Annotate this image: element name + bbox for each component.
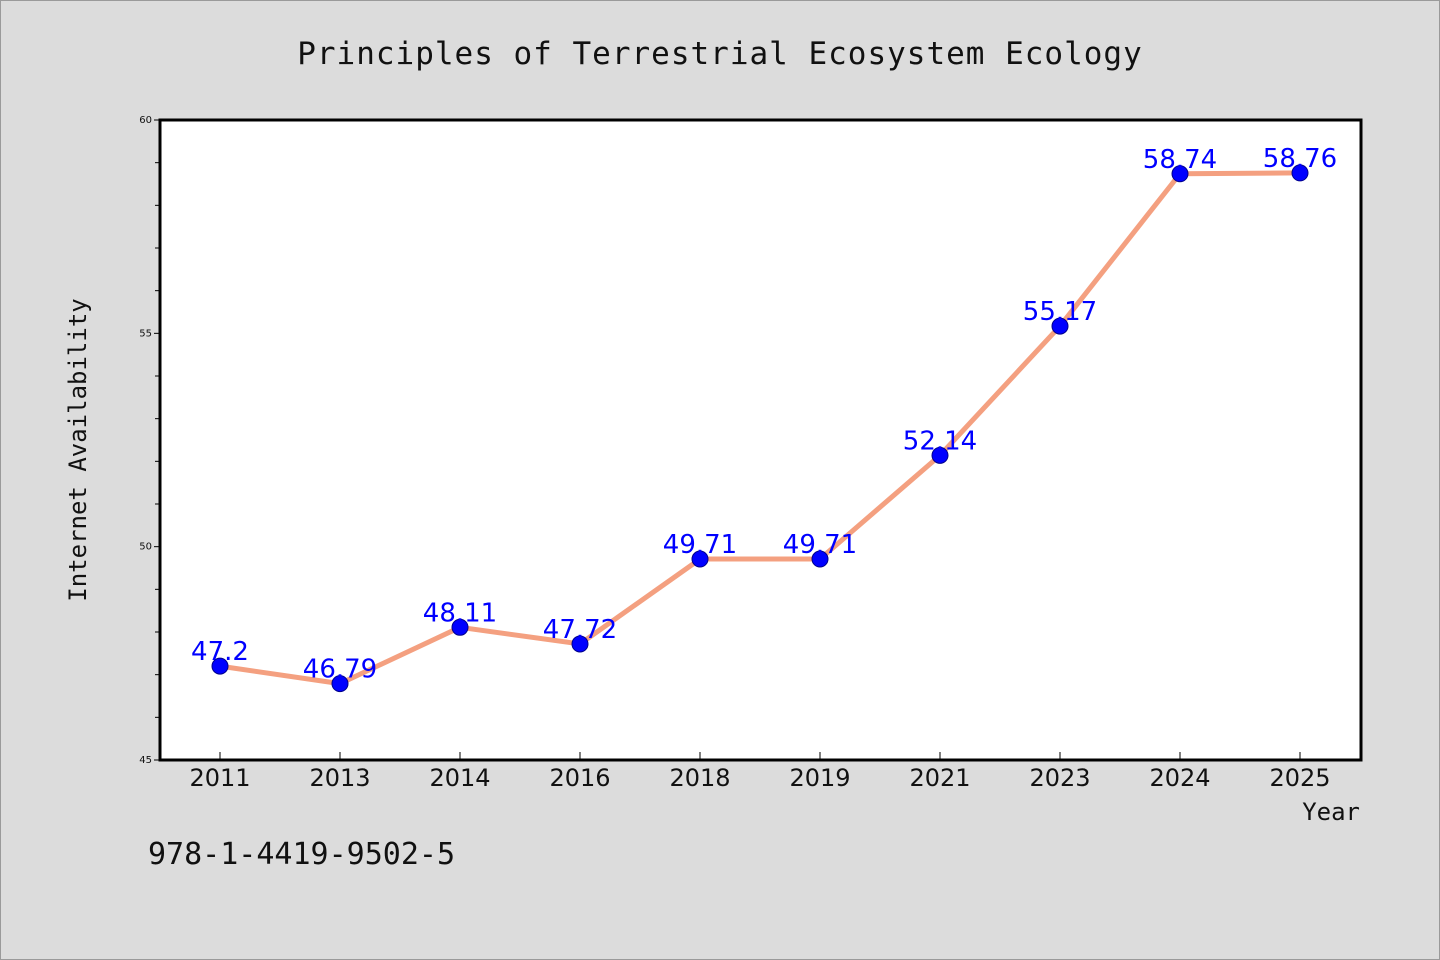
data-point	[1291, 164, 1309, 182]
data-point	[811, 550, 829, 568]
data-label: 49.71	[783, 530, 857, 560]
x-tick-label: 2021	[909, 764, 970, 792]
series-layer: 47.2 46.79 48.11 47.72 49.71 49.71 52.14 55.17 5…	[191, 144, 1337, 693]
data-point	[571, 635, 589, 653]
y-tick-label: 60	[139, 115, 152, 126]
x-tick-label: 2019	[789, 764, 850, 792]
data-label: 58.74	[1143, 145, 1217, 175]
data-point	[331, 675, 349, 693]
data-label: 48.11	[423, 598, 497, 628]
x-tick-label: 2018	[669, 764, 730, 792]
x-tick-label: 2016	[549, 764, 610, 792]
data-point	[1171, 165, 1189, 183]
data-point	[1051, 317, 1069, 335]
series-line	[217, 170, 1303, 687]
x-tick-label: 2023	[1029, 764, 1090, 792]
data-label: 46.79	[303, 655, 377, 685]
x-tick-label: 2025	[1269, 764, 1330, 792]
data-label: 52.14	[903, 426, 977, 456]
data-point	[931, 446, 949, 464]
data-point	[451, 618, 469, 636]
x-tick-label: 2014	[429, 764, 490, 792]
chart-title: Principles of Terrestrial Ecosystem Ecol…	[297, 36, 1143, 72]
data-label: 58.76	[1263, 144, 1337, 174]
x-tick-label: 2011	[189, 764, 250, 792]
y-tick-label: 55	[139, 328, 152, 339]
data-label: 47.72	[543, 615, 617, 645]
data-label: 47.2	[191, 637, 249, 667]
x-tick-label: 2013	[309, 764, 370, 792]
data-point	[211, 657, 229, 675]
x-axis-label: Year	[1302, 798, 1360, 826]
y-tick-label: 50	[139, 542, 152, 553]
data-label: 55.17	[1023, 297, 1097, 327]
data-point	[691, 550, 709, 568]
y-tick-label: 45	[139, 755, 152, 766]
y-axis-label: Internet Availability	[64, 298, 92, 601]
plot-area	[158, 118, 1363, 762]
footnote-isbn: 978-1-4419-9502-5	[148, 837, 455, 872]
data-label: 49.71	[663, 530, 737, 560]
x-tick-label: 2024	[1149, 764, 1210, 792]
x-axis: 2011 2013 2014 2016 2018 2019 2021 2023 2024 2025	[189, 752, 1331, 792]
y-axis: 45 50 55 60	[139, 115, 160, 766]
